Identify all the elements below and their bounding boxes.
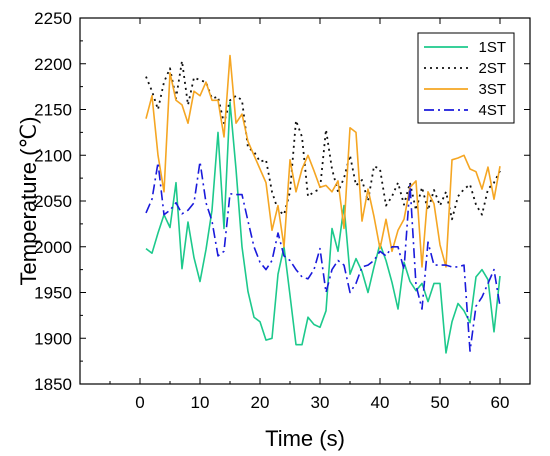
legend-label-3st: 3ST bbox=[478, 81, 506, 98]
x-tick-label: 10 bbox=[191, 393, 210, 412]
x-tick-label: 50 bbox=[431, 393, 450, 412]
legend-label-1st: 1ST bbox=[478, 39, 506, 56]
y-tick-label: 1900 bbox=[34, 329, 72, 348]
legend-label-2st: 2ST bbox=[478, 60, 506, 77]
y-tick-label: 2250 bbox=[34, 9, 72, 28]
y-tick-label: 2150 bbox=[34, 101, 72, 120]
y-tick-label: 2050 bbox=[34, 192, 72, 211]
y-tick-label: 2100 bbox=[34, 146, 72, 165]
y-tick-label: 1950 bbox=[34, 284, 72, 303]
y-tick-label: 1850 bbox=[34, 375, 72, 394]
legend-box bbox=[417, 32, 515, 124]
x-tick-label: 40 bbox=[371, 393, 390, 412]
y-tick-label: 2000 bbox=[34, 238, 72, 257]
x-tick-label: 20 bbox=[251, 393, 270, 412]
series-line-1st bbox=[145, 101, 501, 354]
series-line-4st bbox=[145, 160, 501, 352]
y-tick-label: 2200 bbox=[34, 55, 72, 74]
series-line-2st bbox=[145, 60, 501, 221]
legend: 1ST 2ST 3ST 4ST bbox=[417, 32, 515, 124]
y-axis-title: Temperature (℃) bbox=[16, 117, 41, 286]
legend-label-4st: 4ST bbox=[478, 102, 506, 119]
series-layer bbox=[145, 54, 501, 354]
x-tick-label: 60 bbox=[491, 393, 510, 412]
series-line-3st bbox=[145, 54, 501, 268]
x-tick-label: 0 bbox=[135, 393, 144, 412]
x-tick-label: 30 bbox=[311, 393, 330, 412]
x-axis-title: Time (s) bbox=[265, 426, 345, 451]
axis-ticks: 0 10 20 30 40 50 60 1850 1900 1950 2000 2050 2100 215… bbox=[34, 9, 531, 412]
